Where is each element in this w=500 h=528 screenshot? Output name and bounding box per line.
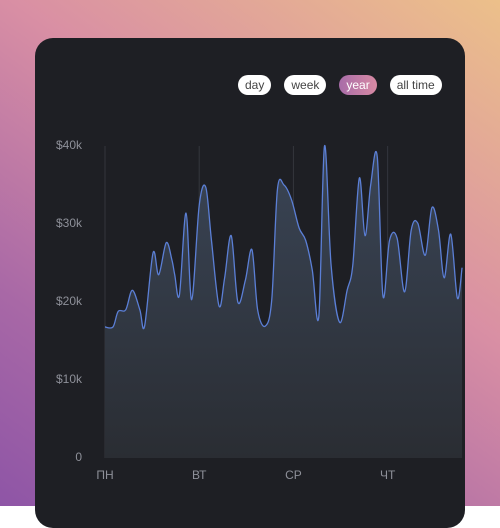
period-button[interactable]: year [339,75,377,95]
chart: 0 $10k $20k $30k $40k ПН ВТ СР ЧТ [56,138,463,482]
area-fill [105,145,463,458]
x-tick-label: СР [285,468,302,482]
period-button[interactable]: all time [389,75,442,95]
x-tick-label: ПН [96,468,113,482]
y-tick-label: 0 [75,450,82,464]
x-tick-label: ВТ [192,468,207,482]
line [104,145,463,330]
y-tick-label: $40k [56,138,83,152]
period-button[interactable]: week [284,75,327,95]
period-button[interactable]: day [238,75,272,95]
y-tick-label: $10k [56,372,83,386]
period-buttons: day week year all time [238,75,442,95]
y-tick-label: $20k [56,294,83,308]
y-tick-label: $30k [56,216,83,230]
x-tick-label: ЧТ [380,468,396,482]
